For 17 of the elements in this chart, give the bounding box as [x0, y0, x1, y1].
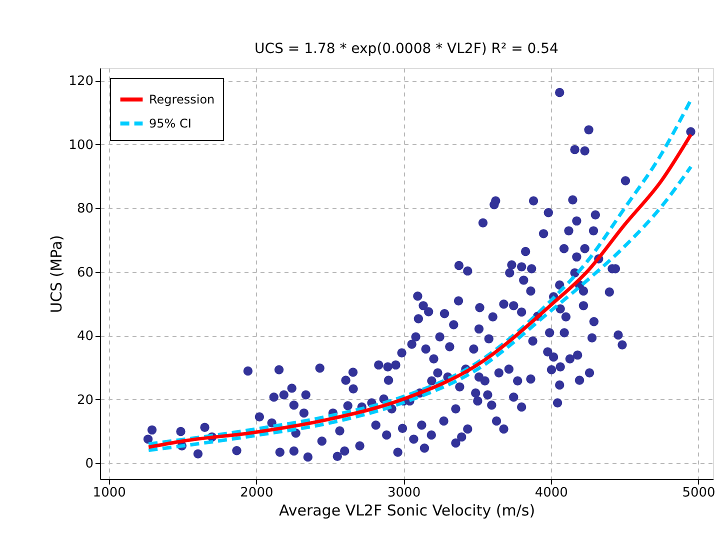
x-tick-label: 1000 [92, 486, 126, 500]
legend-label: 95% CI [149, 116, 192, 130]
y-tick-label: 120 [68, 74, 94, 90]
x-tick-label: 2000 [240, 486, 274, 500]
y-tick-label: 100 [68, 138, 94, 153]
legend-label: Regression [149, 92, 215, 106]
y-tick-label: 80 [76, 202, 94, 217]
x-tick-label: 5000 [682, 486, 716, 500]
x-tick-label: 3000 [388, 486, 421, 500]
x-axis-title: Average VL2F Sonic Velocity (m/s) [278, 502, 536, 520]
x-tick-label: 4000 [534, 486, 568, 500]
y-tick-label: 20 [76, 392, 94, 408]
y-tick-label: 0 [85, 456, 94, 472]
chart-title: UCS = 1.78 * exp(0.0008 * VL2F) R² = 0.54 [254, 41, 559, 57]
y-tick-label: 60 [76, 265, 94, 280]
y-tick-label: 40 [76, 329, 94, 344]
y-axis-title: UCS (MPa) [48, 235, 66, 313]
